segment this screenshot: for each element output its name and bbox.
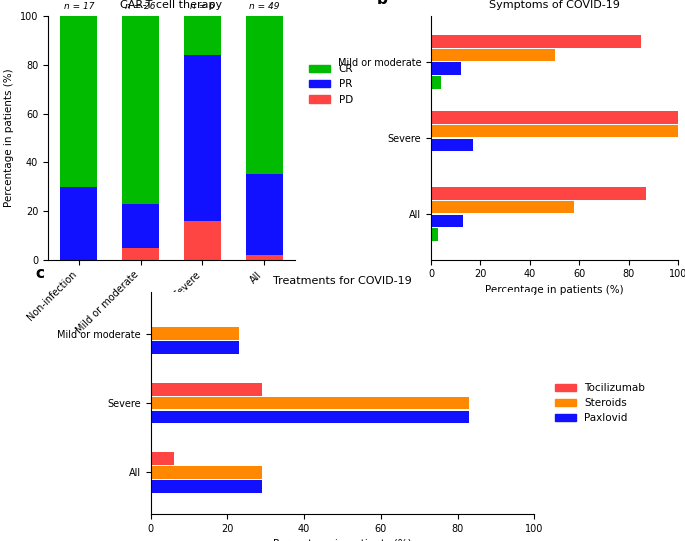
Text: n = 6: n = 6: [190, 2, 215, 11]
Bar: [431, 35, 641, 48]
Bar: [151, 397, 469, 410]
Bar: [151, 466, 262, 479]
Bar: [246, 16, 283, 174]
Bar: [184, 16, 221, 55]
Bar: [246, 174, 283, 255]
Bar: [431, 201, 574, 214]
Bar: [246, 255, 283, 260]
Bar: [60, 16, 97, 187]
Bar: [431, 138, 473, 151]
Bar: [431, 125, 678, 137]
X-axis label: Percentage in patients (%): Percentage in patients (%): [485, 285, 624, 295]
Bar: [151, 411, 469, 423]
Bar: [184, 55, 221, 221]
Bar: [431, 62, 461, 75]
Legend: Tocilizumab, Steroids, Paxlovid: Tocilizumab, Steroids, Paxlovid: [551, 379, 649, 427]
Text: c: c: [36, 266, 45, 281]
Bar: [431, 76, 441, 89]
Bar: [431, 49, 555, 61]
Bar: [151, 341, 239, 354]
Bar: [151, 383, 262, 395]
X-axis label: Percentage in patients (%): Percentage in patients (%): [273, 539, 412, 541]
Bar: [151, 327, 239, 340]
Bar: [184, 221, 221, 260]
Bar: [431, 215, 463, 227]
Text: n = 49: n = 49: [249, 2, 279, 11]
Bar: [60, 187, 97, 260]
Text: n = 26: n = 26: [125, 2, 156, 11]
Title: Treatments for COVID-19: Treatments for COVID-19: [273, 276, 412, 286]
Bar: [151, 452, 174, 465]
Bar: [122, 248, 159, 260]
Title: Symptoms of COVID-19: Symptoms of COVID-19: [489, 0, 620, 10]
Bar: [122, 16, 159, 204]
Legend: CR, PR, PD: CR, PR, PD: [306, 60, 358, 109]
Bar: [151, 480, 262, 493]
Bar: [431, 187, 646, 200]
Text: n = 17: n = 17: [64, 2, 94, 11]
Bar: [431, 228, 438, 241]
Title: Response achieved by
CAR-T cell therapy: Response achieved by CAR-T cell therapy: [109, 0, 234, 10]
Bar: [122, 204, 159, 248]
Y-axis label: Percentage in patients (%): Percentage in patients (%): [4, 69, 14, 207]
Bar: [431, 111, 678, 124]
Text: b: b: [377, 0, 388, 7]
